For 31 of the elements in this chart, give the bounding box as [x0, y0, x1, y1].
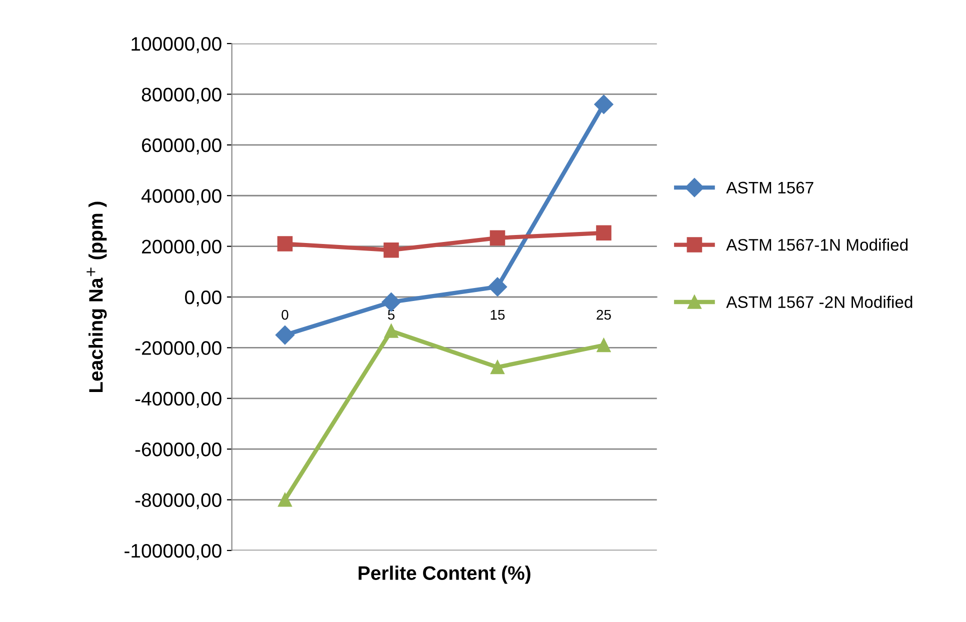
legend-label: ASTM 1567 — [726, 182, 814, 194]
point — [490, 230, 506, 246]
x-axis-title: Perlite Content (%) — [358, 566, 530, 584]
point — [384, 324, 398, 338]
y-tick-label: -40000,00 — [135, 392, 222, 408]
legend-label: ASTM 1567 -2N Modified — [726, 296, 912, 308]
point — [596, 225, 612, 241]
point — [596, 338, 611, 352]
point — [594, 94, 614, 114]
x-tick-label: 25 — [596, 310, 611, 320]
point — [382, 292, 401, 312]
y-tick-label: -20000,00 — [135, 341, 222, 358]
x-tick-label: 15 — [490, 310, 505, 320]
legend-label: ASTM 1567-1N Modified — [726, 238, 908, 251]
y-tick-label: 60000,00 — [142, 138, 222, 154]
y-tick-label: 40000,00 — [141, 189, 222, 206]
y-tick-label: 100000,00 — [132, 37, 222, 54]
point — [277, 236, 293, 252]
y-tick-label: -100000,00 — [124, 544, 222, 560]
x-tick-label: 0 — [282, 310, 288, 320]
y-tick-label: 20000,00 — [142, 240, 222, 256]
y-tick-label: -60000,00 — [135, 442, 222, 459]
point — [275, 325, 295, 345]
point — [490, 360, 504, 374]
y-axis-title: Leaching Na$^{+}$ (ppm ) — [86, 202, 107, 392]
y-tick-label: 80000,00 — [142, 88, 222, 104]
point — [278, 492, 292, 507]
y-tick-label: 0,00 — [185, 290, 222, 307]
point — [384, 242, 399, 258]
y-tick-label: -80000,00 — [135, 493, 222, 510]
point — [488, 277, 508, 296]
